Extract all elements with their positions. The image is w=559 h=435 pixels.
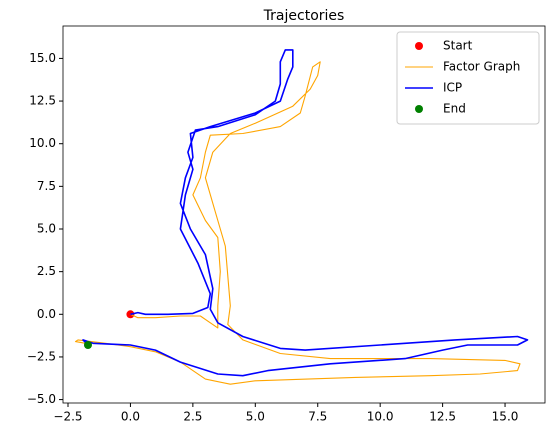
x-tick-label: 5.0 (246, 410, 265, 424)
chart-title: Trajectories (263, 8, 345, 24)
y-tick-label: 7.5 (37, 179, 56, 193)
x-tick-label: −2.5 (53, 410, 82, 424)
scatter-point (83, 341, 92, 349)
y-tick-label: 0.0 (37, 307, 56, 321)
y-tick-label: −2.5 (27, 349, 56, 363)
y-tick-label: 2.5 (37, 264, 56, 278)
legend-label: ICP (443, 81, 462, 95)
y-tick-label: 10.0 (29, 136, 56, 150)
x-tick-label: 0.0 (121, 410, 140, 424)
legend-marker (415, 105, 423, 113)
x-tick-label: 2.5 (183, 410, 202, 424)
y-tick-label: −5.0 (27, 392, 56, 406)
legend: Start Factor Graph ICP End (396, 31, 540, 125)
legend-label: Start (443, 39, 473, 53)
legend-label: Factor Graph (443, 60, 520, 74)
trajectory-line (74, 61, 521, 385)
y-tick-label: 5.0 (37, 222, 56, 236)
x-tick-label: 7.5 (308, 410, 327, 424)
y-tick-label: 15.0 (29, 51, 56, 65)
legend-marker (415, 42, 423, 50)
x-tick-label: 10.0 (367, 410, 394, 424)
axes-frame (62, 25, 546, 404)
x-tick-label: 15.0 (492, 410, 519, 424)
legend-box (396, 31, 540, 125)
legend-label: End (443, 102, 466, 116)
y-tick-label: 12.5 (29, 94, 56, 108)
x-tick-label: 12.5 (429, 410, 456, 424)
trajectory-line (82, 49, 529, 377)
